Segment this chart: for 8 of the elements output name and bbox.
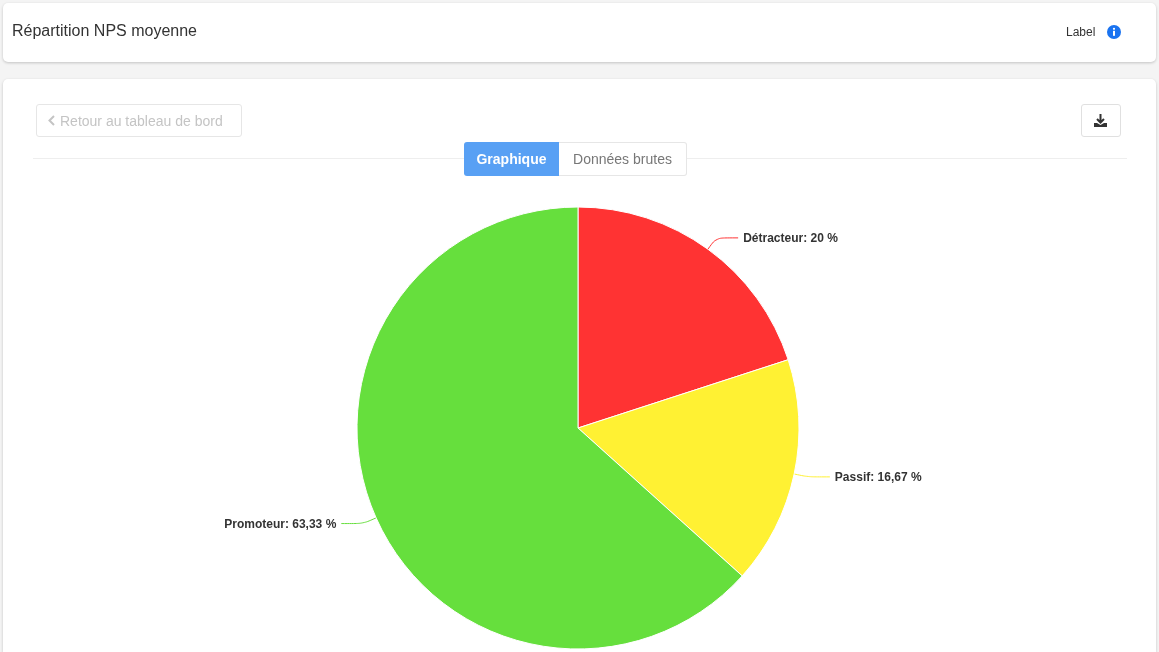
slice-label: Passif: 16,67 % — [834, 469, 922, 484]
slice-label: Détracteur: 20 % — [743, 230, 839, 245]
text: Retour au tableau de bord — [60, 113, 223, 129]
text: Données brutes — [559, 142, 687, 176]
chart-title: Répartition NPS moyenne — [12, 21, 197, 41]
text: Label — [1066, 25, 1096, 39]
slice-label: Promoteur: 63,33 % — [224, 516, 337, 531]
text: Graphique — [464, 142, 559, 176]
